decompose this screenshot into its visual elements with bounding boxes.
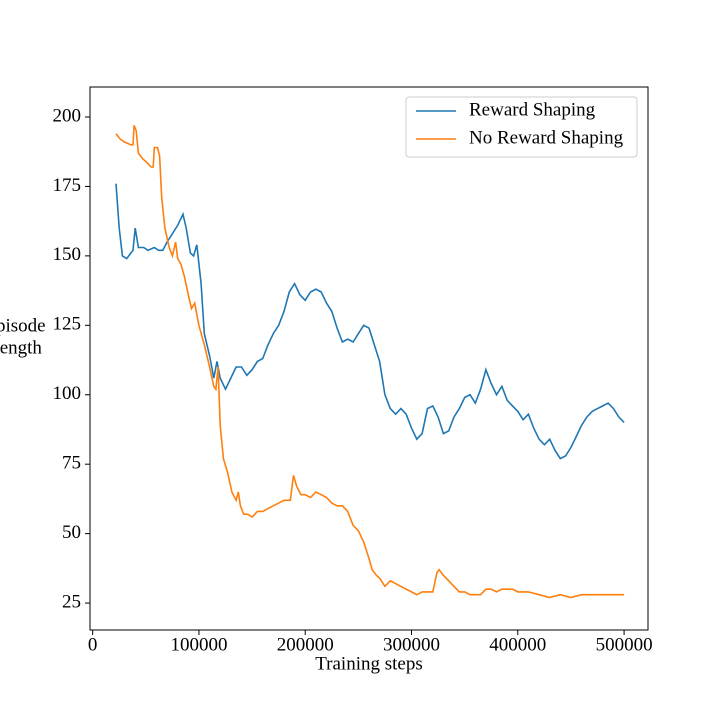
- y-tick-label: 75: [62, 453, 81, 474]
- series-line: [115, 125, 625, 599]
- plot-frame: [89, 86, 649, 631]
- y-tick-label: 25: [62, 591, 81, 612]
- y-tick-label: 150: [53, 244, 82, 265]
- y-axis-label: Episode: [0, 315, 46, 336]
- y-axis-label: Length: [0, 337, 42, 358]
- x-tick-label: 0: [88, 634, 98, 655]
- y-tick-label: 100: [53, 383, 82, 404]
- legend-label: Reward Shaping: [469, 99, 596, 120]
- x-tick-label: 100000: [170, 634, 227, 655]
- legend-label: No Reward Shaping: [469, 127, 624, 148]
- x-tick-label: 400000: [489, 634, 546, 655]
- x-tick-label: 300000: [383, 634, 440, 655]
- x-axis-label: Training steps: [315, 653, 423, 674]
- y-tick-label: 125: [53, 314, 82, 335]
- x-tick-label: 500000: [596, 634, 653, 655]
- x-tick-label: 200000: [277, 634, 334, 655]
- y-tick-label: 200: [53, 105, 82, 126]
- legend-box: [405, 96, 638, 158]
- y-tick-label: 175: [53, 175, 82, 196]
- series-line: [115, 183, 625, 460]
- y-tick-label: 50: [62, 522, 81, 543]
